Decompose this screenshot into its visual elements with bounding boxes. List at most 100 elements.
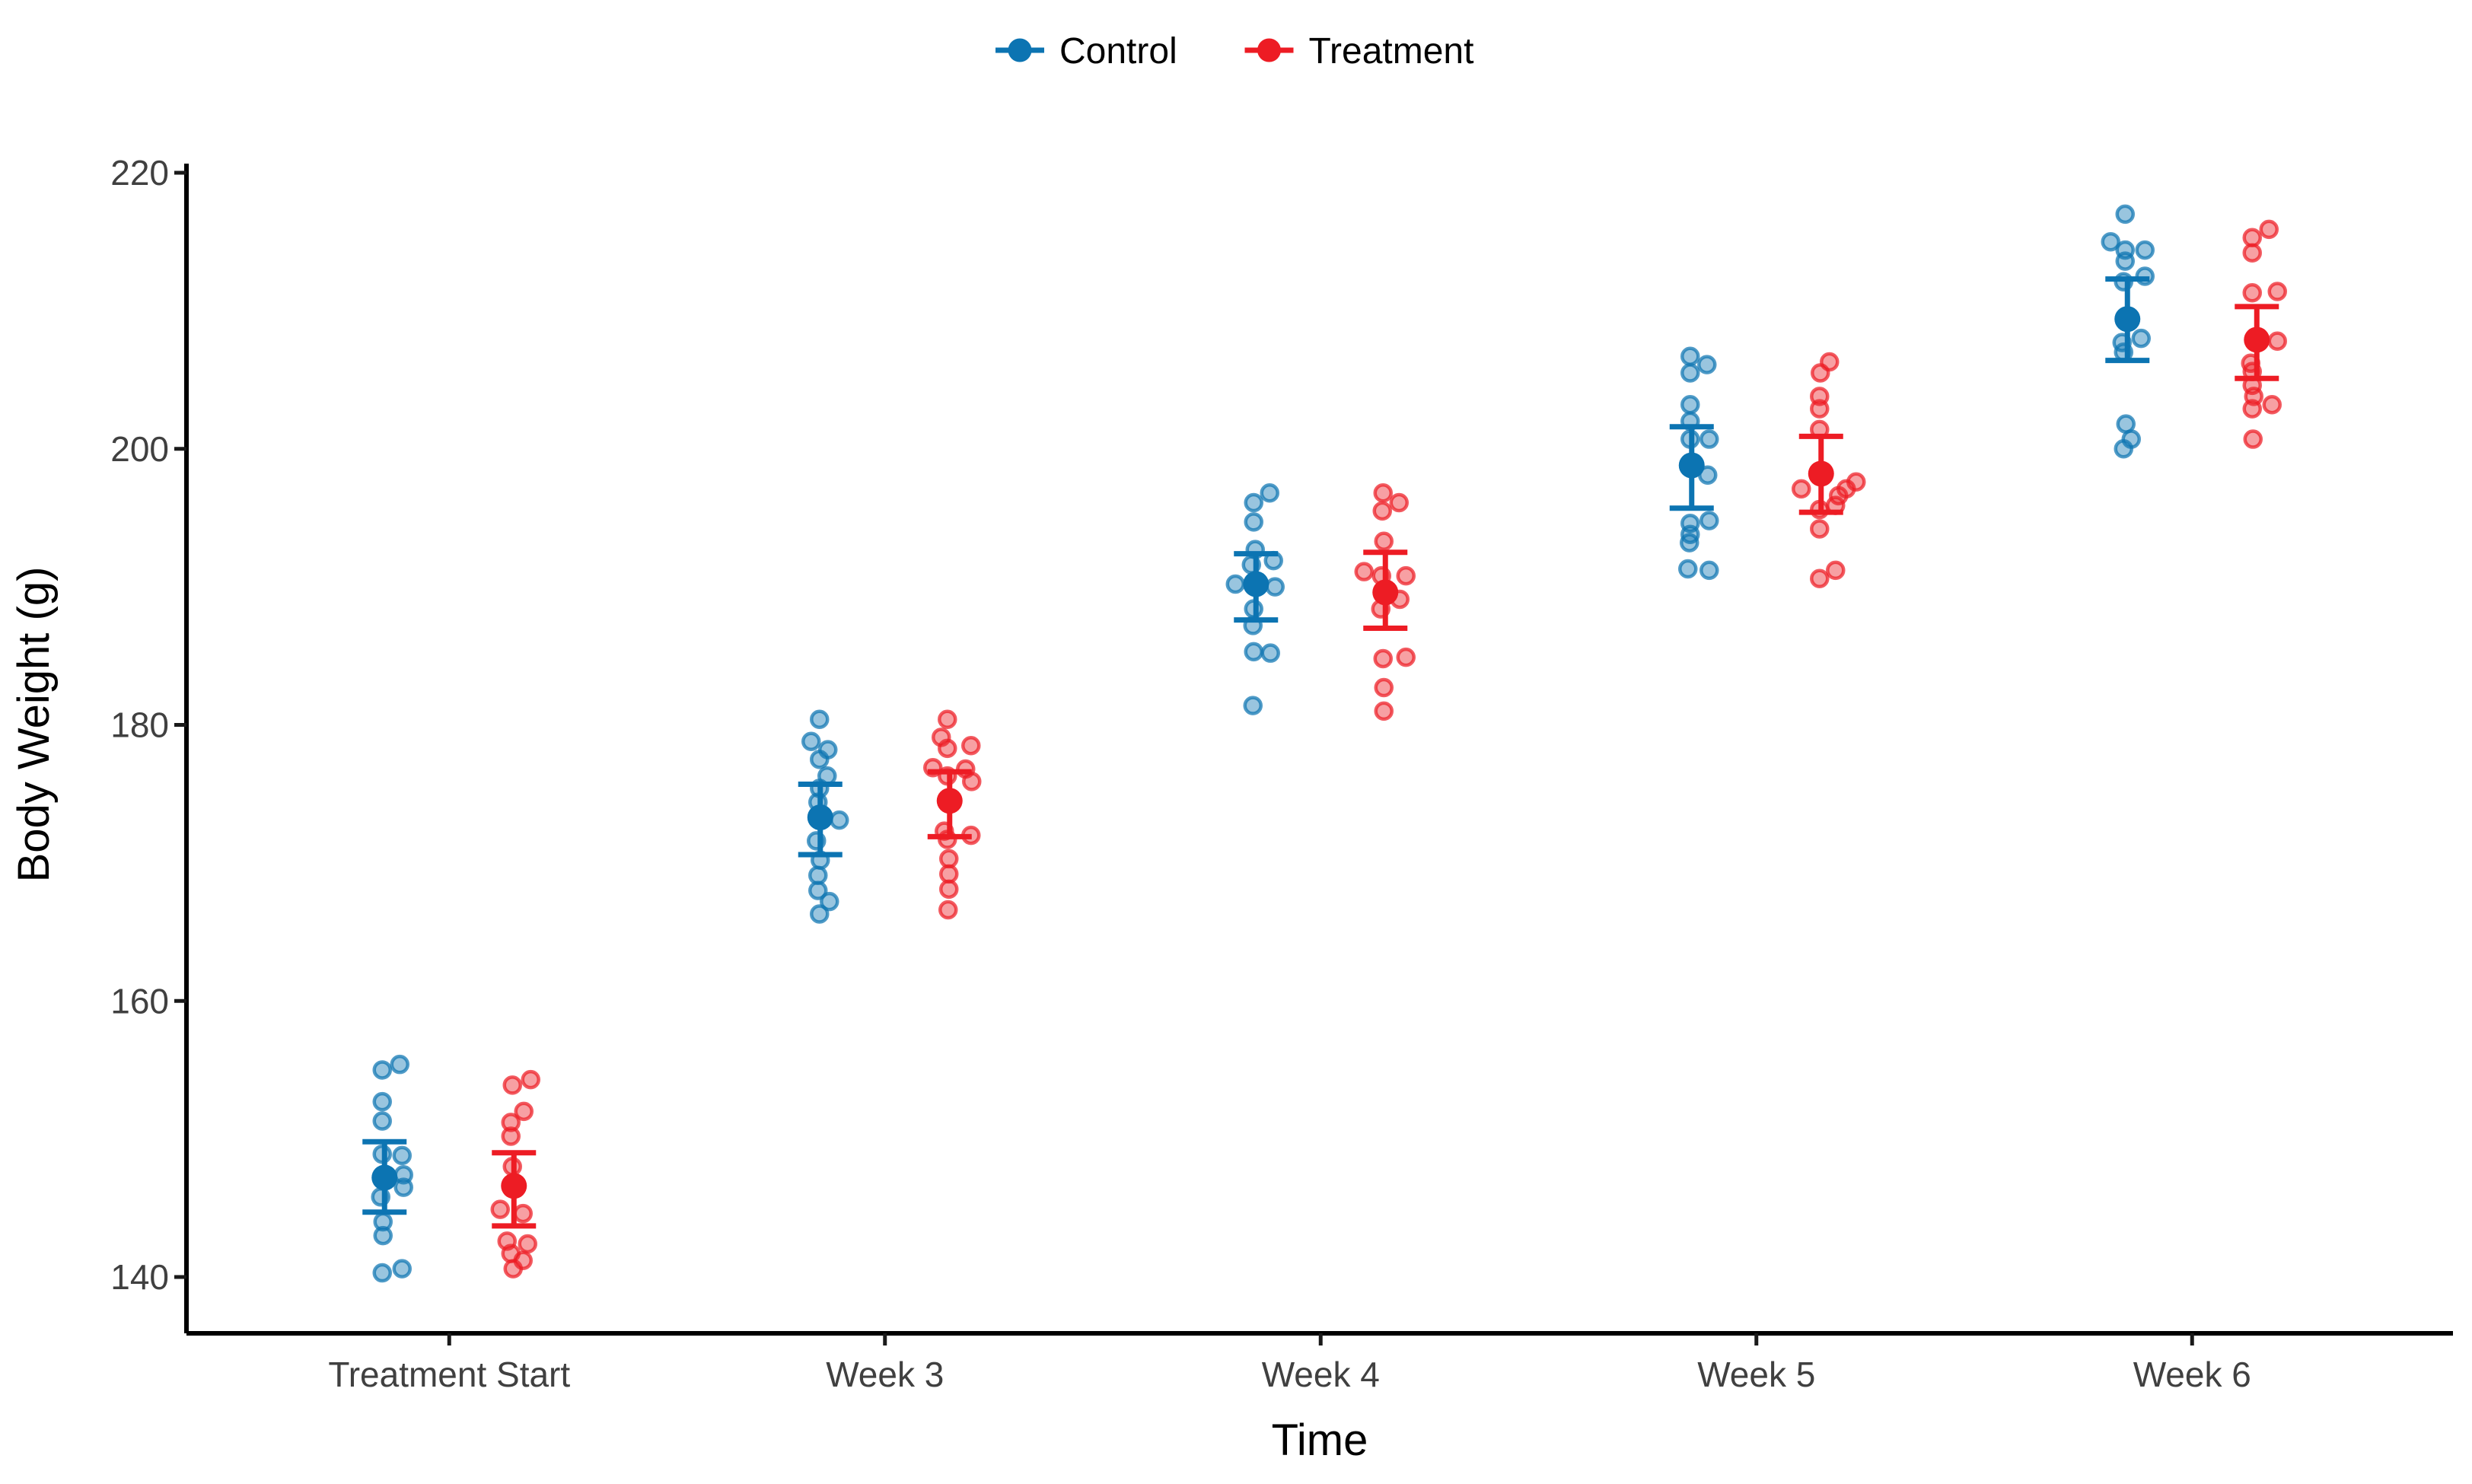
jitter-point xyxy=(2242,243,2262,263)
jitter-point xyxy=(1810,568,1830,588)
jitter-point xyxy=(514,1101,534,1122)
jitter-point xyxy=(1396,565,1416,586)
jitter-point xyxy=(1244,642,1263,662)
jitter-point xyxy=(1396,647,1416,667)
mean-point xyxy=(936,788,963,814)
jitter-point xyxy=(373,1225,393,1246)
legend-label: Control xyxy=(1059,31,1177,72)
jitter-point xyxy=(1826,560,1846,581)
mean-point xyxy=(371,1164,398,1191)
mean-point xyxy=(501,1173,527,1199)
mean-point xyxy=(2114,306,2141,333)
jitter-point xyxy=(961,735,981,756)
jitter-point xyxy=(1810,399,1830,419)
jitter-point xyxy=(2242,283,2262,303)
jitter-point xyxy=(2242,399,2262,419)
jitter-point xyxy=(1373,648,1393,669)
jitter-point xyxy=(2131,328,2151,349)
jitter-point xyxy=(392,1259,412,1279)
jitter-point xyxy=(502,1075,522,1095)
y-tick-label: 140 xyxy=(110,1257,169,1297)
y-tick-label: 200 xyxy=(110,429,169,469)
axes: 140 160 180 200 220 Treatment Start Week 3 Week… xyxy=(110,153,2453,1394)
legend-label: Treatment xyxy=(1309,31,1474,72)
jitter-point xyxy=(501,1113,521,1132)
jitter-point xyxy=(938,738,957,759)
jitter-point xyxy=(1700,429,1719,449)
jitter-point xyxy=(1374,677,1394,698)
y-axis-title: Body Weight (g) xyxy=(9,567,59,883)
jitter-point xyxy=(2114,439,2133,459)
x-axis-title: Time xyxy=(1272,1416,1368,1465)
jitter-point xyxy=(1244,512,1263,532)
x-tick-label: Week 3 xyxy=(826,1355,944,1394)
jitter-point xyxy=(1373,483,1393,503)
jitter-point xyxy=(503,1259,523,1279)
jitter-point xyxy=(810,750,830,769)
jitter-point xyxy=(372,1111,392,1131)
mean-point xyxy=(2244,326,2270,353)
legend: Control Treatment xyxy=(995,31,1473,72)
legend-entry-control: Control xyxy=(995,31,1177,72)
jitter-point xyxy=(513,1203,533,1224)
series-treatment xyxy=(490,219,2287,1279)
legend-point-icon xyxy=(1257,38,1281,62)
jitter-point xyxy=(820,891,839,912)
jitter-point xyxy=(808,881,828,900)
jitter-point xyxy=(1244,492,1263,513)
jitter-point xyxy=(1354,562,1374,581)
jitter-point xyxy=(810,904,830,924)
jitter-point xyxy=(2267,282,2287,301)
jitter-point xyxy=(1265,577,1285,597)
jitter-point xyxy=(518,1234,537,1254)
jitter-point xyxy=(1700,560,1719,581)
jitter-point xyxy=(2135,266,2155,286)
x-tick-label: Week 4 xyxy=(1262,1355,1380,1394)
x-tick-label: Treatment Start xyxy=(328,1355,570,1394)
jitter-point xyxy=(372,1263,392,1283)
jitter-point xyxy=(1680,394,1700,415)
jitter-point xyxy=(1260,483,1279,503)
jitter-point xyxy=(2135,240,2155,260)
jitter-point xyxy=(1374,531,1394,552)
jitter-point xyxy=(2259,219,2279,240)
y-tick-label: 220 xyxy=(110,153,169,193)
jitter-point xyxy=(830,810,849,830)
jitter-point xyxy=(1680,533,1700,553)
legend-entry-treatment: Treatment xyxy=(1244,31,1474,72)
jitter-point xyxy=(490,1199,510,1219)
jitter-point xyxy=(962,772,982,791)
y-tick-label: 160 xyxy=(110,981,169,1021)
x-tick-label: Week 5 xyxy=(1697,1355,1815,1394)
jitter-point xyxy=(1243,696,1263,715)
x-tick-label: Week 6 xyxy=(2133,1355,2251,1394)
jitter-point xyxy=(1260,643,1280,663)
legend-point-icon xyxy=(1008,38,1032,62)
mean-point xyxy=(807,804,833,831)
jitter-point xyxy=(390,1054,409,1075)
jitter-point xyxy=(2115,251,2135,271)
jitter-point xyxy=(1372,501,1392,521)
jitter-point xyxy=(801,731,821,752)
jitter-point xyxy=(2262,394,2282,415)
series-control xyxy=(362,204,2155,1283)
data-layer xyxy=(362,204,2287,1283)
jitter-point xyxy=(810,709,830,729)
jitter-point xyxy=(372,1060,392,1080)
jitter-point xyxy=(393,1177,413,1197)
mean-point xyxy=(1243,571,1269,597)
jitter-point xyxy=(2101,231,2120,252)
jitter-point xyxy=(2267,331,2287,352)
jitter-point xyxy=(392,1145,412,1166)
jitter-point xyxy=(1811,363,1830,383)
jitter-point xyxy=(1810,519,1830,539)
jitter-point xyxy=(939,879,959,900)
jitter-point xyxy=(1225,574,1245,594)
jitter-point xyxy=(1389,492,1409,513)
jitter-point xyxy=(938,900,958,920)
mean-point xyxy=(1808,460,1834,487)
jitter-point xyxy=(372,1091,392,1112)
jitter-point xyxy=(501,1126,521,1146)
